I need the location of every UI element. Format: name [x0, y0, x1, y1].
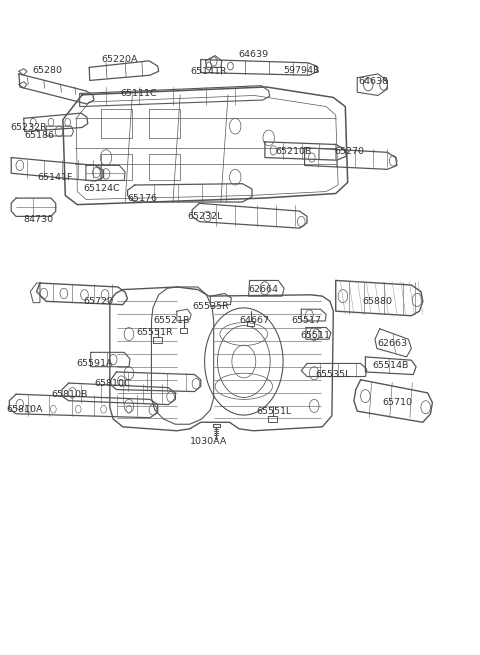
Text: 65232R: 65232R: [10, 123, 47, 132]
Text: 65141R: 65141R: [191, 67, 227, 76]
Text: 65810A: 65810A: [6, 405, 43, 414]
Text: 65710: 65710: [382, 398, 412, 407]
Text: 65141F: 65141F: [37, 173, 72, 181]
Text: 65551R: 65551R: [136, 328, 173, 337]
Text: 65210B: 65210B: [276, 147, 312, 155]
Text: 65720: 65720: [84, 297, 114, 306]
Text: 65280: 65280: [33, 66, 62, 75]
Text: 65535R: 65535R: [192, 302, 228, 311]
Text: 59794B: 59794B: [283, 66, 320, 75]
Text: 65591A: 65591A: [76, 359, 113, 368]
Text: 64639: 64639: [239, 50, 268, 59]
Text: 65186: 65186: [24, 132, 54, 140]
Bar: [101, 109, 132, 138]
Text: 65535L: 65535L: [316, 370, 351, 379]
Text: 65517: 65517: [291, 316, 321, 326]
Text: 65124C: 65124C: [83, 185, 120, 193]
Text: 65176: 65176: [127, 194, 157, 202]
Bar: [149, 109, 180, 138]
Text: 65514B: 65514B: [372, 361, 409, 370]
Bar: [101, 155, 132, 180]
Text: 65521B: 65521B: [154, 316, 190, 326]
Text: 65551L: 65551L: [256, 407, 291, 416]
Text: 65511: 65511: [300, 331, 331, 340]
Text: 64638: 64638: [358, 77, 388, 86]
Text: 65810B: 65810B: [51, 390, 87, 399]
Text: 65111C: 65111C: [120, 89, 157, 98]
Text: 1030AA: 1030AA: [190, 438, 228, 446]
Text: 84730: 84730: [23, 215, 53, 224]
Text: 65220A: 65220A: [101, 55, 138, 64]
Text: 64667: 64667: [240, 316, 269, 326]
Text: 65880: 65880: [363, 297, 393, 306]
Bar: [149, 155, 180, 180]
Text: 65232L: 65232L: [188, 212, 223, 221]
Text: 65810C: 65810C: [95, 379, 132, 388]
Text: 62663: 62663: [377, 339, 407, 348]
Text: 65270: 65270: [334, 147, 364, 155]
Text: 62664: 62664: [248, 285, 278, 294]
